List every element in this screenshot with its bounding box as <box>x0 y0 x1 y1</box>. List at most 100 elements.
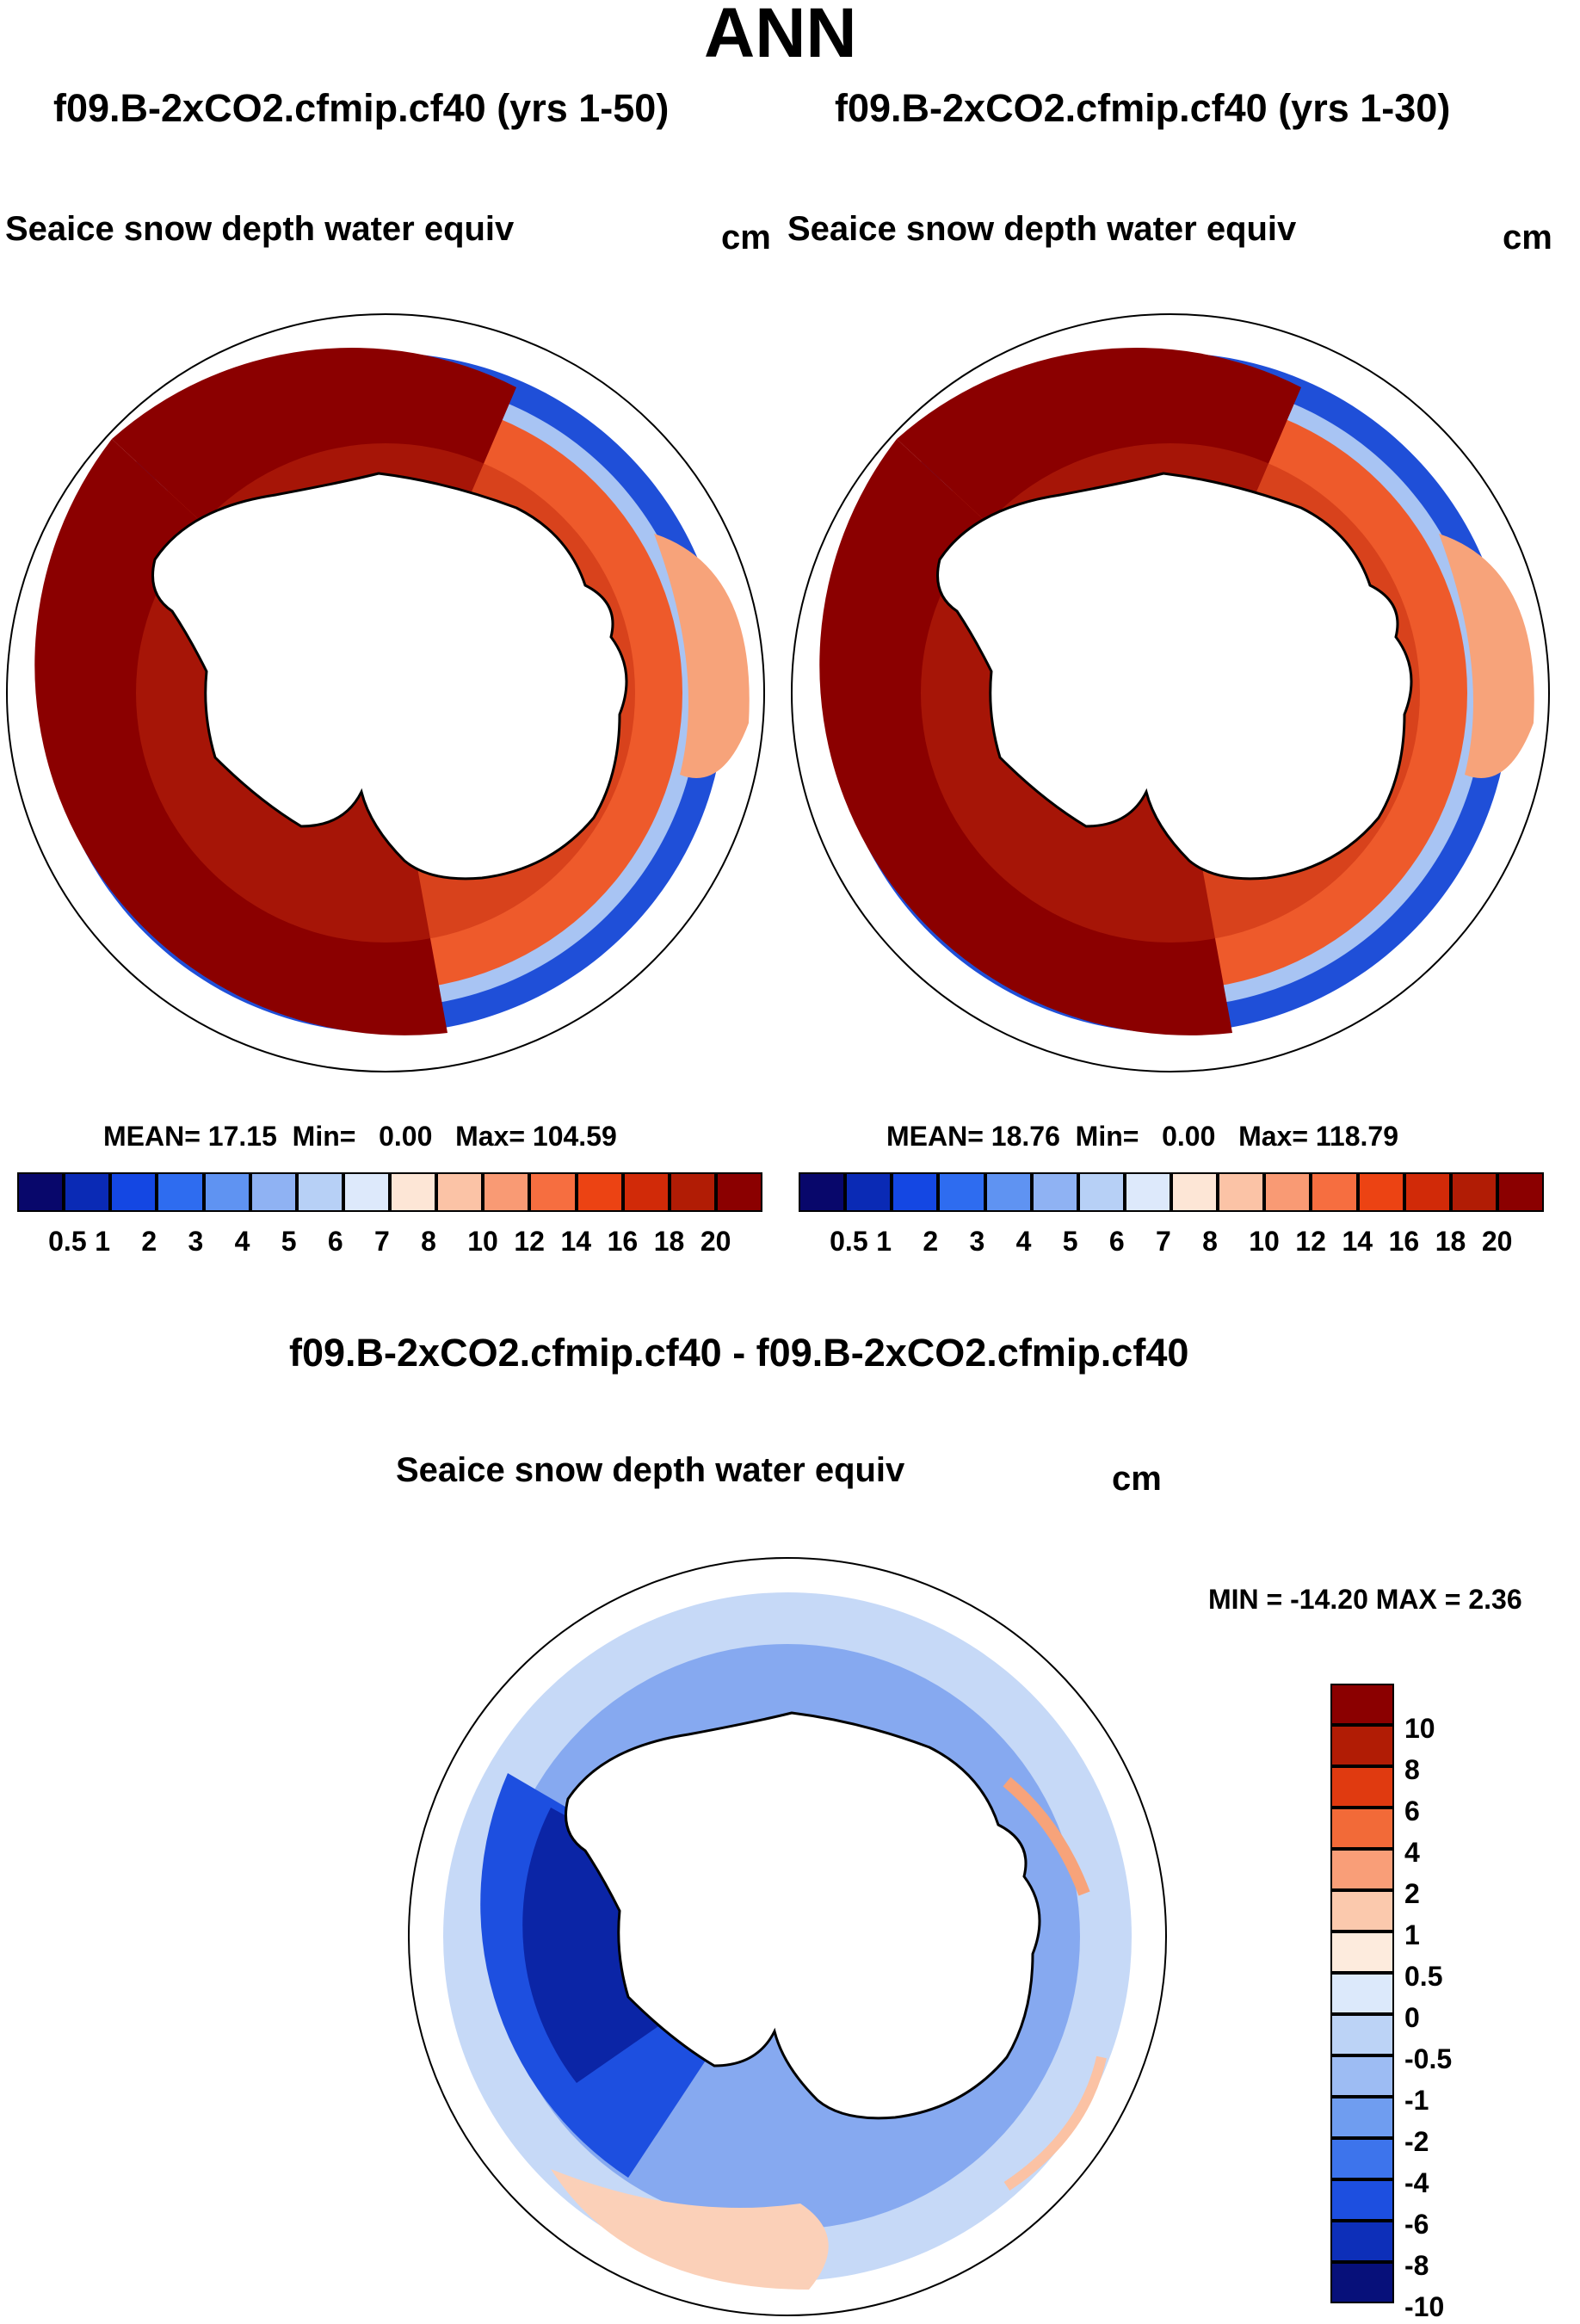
min-label: Min= <box>292 1121 356 1152</box>
left-colorbar-tick-label: 5 <box>281 1226 297 1257</box>
left-colorbar-tick-label: 1 <box>95 1226 111 1257</box>
right-case-title: f09.B-2xCO2.cfmip.cf40 (yrs 1-30) <box>835 86 1451 130</box>
diff-colorbar-swatch <box>1330 1890 1394 1932</box>
light-orange-patch <box>654 534 750 778</box>
left-units-label: cm <box>721 219 771 257</box>
diff-colorbar-tick-label: 0 <box>1404 2002 1420 2033</box>
mean-label: MEAN= <box>886 1121 984 1152</box>
right-colorbar-tick-label: 16 <box>1388 1226 1420 1257</box>
left-colorbar-swatch <box>529 1172 577 1212</box>
right-colorbar-swatch <box>1124 1172 1171 1212</box>
left-colorbar-swatch <box>250 1172 297 1212</box>
mean-label: MEAN= <box>103 1121 201 1152</box>
left-colorbar-swatch <box>576 1172 623 1212</box>
right-colorbar-tick-label: 14 <box>1342 1226 1373 1257</box>
left-colorbar-tick-label: 7 <box>374 1226 390 1257</box>
right-colorbar-swatch <box>1218 1172 1265 1212</box>
right-colorbar-swatch <box>845 1172 892 1212</box>
max-label: Max= <box>1238 1121 1308 1152</box>
max-value: 118.79 <box>1315 1121 1398 1152</box>
diff-colorbar-tick-label: 8 <box>1404 1754 1420 1785</box>
left-colorbar-swatch <box>715 1172 762 1212</box>
diff-colorbar-tick-label: -1 <box>1404 2085 1429 2116</box>
diff-colorbar-swatch <box>1330 2097 1394 2138</box>
diff-colorbar-swatch <box>1330 2179 1394 2221</box>
left-colorbar-tick-label: 14 <box>560 1226 592 1257</box>
max-value: 104.59 <box>532 1121 617 1152</box>
diff-colorbar-tick-label: 0.5 <box>1404 1961 1443 1992</box>
diff-colorbar-swatch <box>1330 1973 1394 2014</box>
left-colorbar <box>17 1172 762 1212</box>
diff-colorbar-tick-label: 10 <box>1404 1713 1435 1744</box>
diff-colorbar-tick-label: 6 <box>1404 1796 1420 1826</box>
left-colorbar-swatch <box>157 1172 204 1212</box>
diff-colorbar-swatch <box>1330 1684 1394 1725</box>
left-colorbar-swatch <box>64 1172 111 1212</box>
right-colorbar-tick-label: 8 <box>1202 1226 1218 1257</box>
right-colorbar-tick-label: 6 <box>1108 1226 1125 1257</box>
left-colorbar-swatch <box>622 1172 670 1212</box>
left-colorbar-tick-label: 20 <box>700 1226 731 1257</box>
right-colorbar-tick-label: 0.5 <box>830 1226 868 1257</box>
min-label: Min= <box>1075 1121 1139 1152</box>
map-boundary <box>6 313 765 1072</box>
diff-colorbar-swatch <box>1330 1849 1394 1890</box>
diff-colorbar-tick-label: -6 <box>1404 2209 1429 2240</box>
mean-value: 17.15 <box>207 1121 277 1152</box>
right-colorbar-swatch <box>1031 1172 1078 1212</box>
left-colorbar-swatch <box>483 1172 530 1212</box>
right-colorbar-tick-label: 20 <box>1481 1226 1513 1257</box>
diff-colorbar-swatch <box>1330 2055 1394 2097</box>
right-colorbar-tick-label: 5 <box>1062 1226 1078 1257</box>
left-colorbar-tick-label: 12 <box>514 1226 545 1257</box>
diff-polar-map <box>408 1557 1167 2316</box>
left-colorbar-swatch <box>296 1172 343 1212</box>
left-colorbar-swatch <box>17 1172 65 1212</box>
right-colorbar-tick-label: 10 <box>1249 1226 1280 1257</box>
right-units-label: cm <box>1503 219 1552 257</box>
right-colorbar-tick-label: 12 <box>1295 1226 1326 1257</box>
right-colorbar-labels: 0.5 1 2 3 4 5 6 7 8 10 12 14 16 18 20 <box>799 1226 1544 1260</box>
diff-colorbar-swatch <box>1330 1932 1394 1973</box>
right-colorbar-swatch <box>984 1172 1032 1212</box>
left-stats: MEAN= 17.15 Min= 0.00 Max= 104.59 <box>103 1121 617 1153</box>
right-colorbar-tick-label: 2 <box>923 1226 939 1257</box>
left-colorbar-swatch <box>436 1172 484 1212</box>
right-colorbar-swatch <box>1311 1172 1358 1212</box>
left-colorbar-tick-label: 10 <box>467 1226 498 1257</box>
right-colorbar-tick-label: 4 <box>1015 1226 1032 1257</box>
diff-minmax: MIN = -14.20 MAX = 2.36 <box>1208 1584 1522 1615</box>
positive-streak-upper <box>1003 1777 1090 1896</box>
diff-colorbar-tick-label: -2 <box>1404 2126 1429 2157</box>
right-stats: MEAN= 18.76 Min= 0.00 Max= 118.79 <box>886 1121 1398 1153</box>
left-colorbar-tick-label: 18 <box>653 1226 685 1257</box>
min-value: 0.00 <box>379 1121 433 1152</box>
right-colorbar-tick-label: 7 <box>1156 1226 1171 1257</box>
page-title: ANN <box>704 0 857 72</box>
left-variable-label: Seaice snow depth water equiv <box>5 210 515 248</box>
right-colorbar-tick-label: 3 <box>969 1226 985 1257</box>
diff-colorbar-swatch <box>1330 1808 1394 1849</box>
diff-variable-label: Seaice snow depth water equiv <box>396 1451 905 1489</box>
antarctica-landmass <box>936 472 1413 881</box>
diff-colorbar-swatch <box>1330 2138 1394 2179</box>
left-colorbar-labels: 0.5 1 2 3 4 5 6 7 8 10 12 14 16 18 20 <box>17 1226 762 1260</box>
right-colorbar-tick-label: 1 <box>876 1226 892 1257</box>
diff-colorbar-swatch <box>1330 1766 1394 1808</box>
antarctica-landmass <box>151 472 628 881</box>
diff-colorbar-tick-label: -0.5 <box>1404 2043 1453 2074</box>
diff-colorbar <box>1330 1684 1394 2303</box>
right-colorbar-swatch <box>799 1172 846 1212</box>
diff-colorbar-swatch <box>1330 2221 1394 2262</box>
diff-colorbar-tick-label: 2 <box>1404 1878 1420 1909</box>
light-orange-patch <box>1439 534 1534 778</box>
left-case-title: f09.B-2xCO2.cfmip.cf40 (yrs 1-50) <box>53 86 670 130</box>
diff-colorbar-tick-label: -10 <box>1404 2291 1445 2322</box>
diff-colorbar-tick-label: 1 <box>1404 1919 1420 1950</box>
diff-colorbar-tick-label: -8 <box>1404 2250 1429 2281</box>
left-colorbar-tick-label: 2 <box>141 1226 157 1257</box>
right-colorbar-swatch <box>1450 1172 1497 1212</box>
diff-colorbar-swatch <box>1330 1725 1394 1766</box>
right-polar-map <box>791 313 1550 1072</box>
max-label: Max= <box>455 1121 525 1152</box>
